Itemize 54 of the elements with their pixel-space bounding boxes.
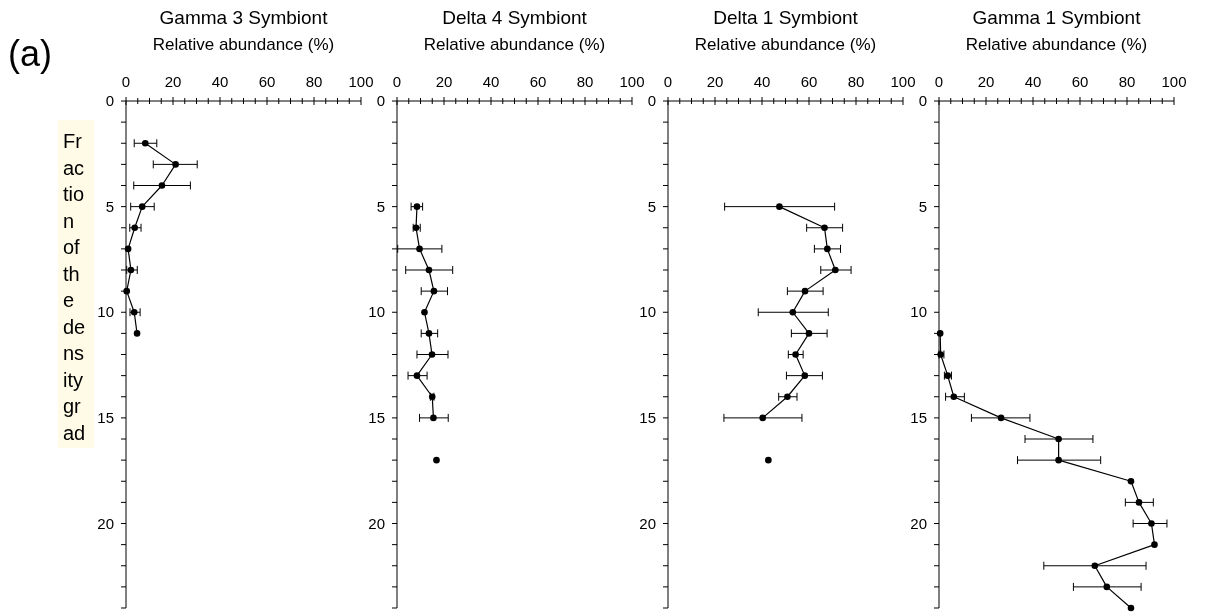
y-tick-label: 20 bbox=[368, 514, 385, 532]
x-tick-label: 80 bbox=[1118, 73, 1136, 90]
y-tick-label: 10 bbox=[368, 303, 385, 321]
x-tick-label: 80 bbox=[847, 73, 865, 90]
y-tick-label: 0 bbox=[376, 92, 385, 109]
x-tick-label: 20 bbox=[977, 73, 995, 90]
x-tick-label: 80 bbox=[576, 73, 594, 90]
y-tick-label: 10 bbox=[910, 303, 927, 321]
x-axis-title: Relative abundance (%) bbox=[152, 35, 335, 54]
x-tick-label: 100 bbox=[890, 73, 916, 90]
chart-title: Gamma 3 Symbiont bbox=[159, 7, 329, 28]
x-tick-label: 20 bbox=[164, 73, 182, 90]
x-tick-label: 80 bbox=[305, 73, 323, 90]
y-tick-label: 15 bbox=[368, 408, 385, 426]
x-tick-label: 0 bbox=[934, 73, 944, 90]
x-tick-label: 40 bbox=[211, 73, 229, 90]
chart-title: Delta 4 Symbiont bbox=[442, 7, 588, 28]
chart-title: Gamma 1 Symbiont bbox=[972, 7, 1142, 28]
y-tick-label: 15 bbox=[910, 408, 927, 426]
x-tick-label: 60 bbox=[800, 73, 818, 90]
y-tick-label: 0 bbox=[918, 92, 927, 109]
y-tick-label: 10 bbox=[639, 303, 656, 321]
y-tick-label: 10 bbox=[97, 303, 114, 321]
x-tick-label: 40 bbox=[753, 73, 771, 90]
y-tick-label: 20 bbox=[910, 514, 927, 532]
y-tick-label: 15 bbox=[639, 408, 656, 426]
x-tick-label: 60 bbox=[258, 73, 276, 90]
x-tick-label: 40 bbox=[1024, 73, 1042, 90]
x-tick-label: 60 bbox=[1071, 73, 1089, 90]
x-axis-title: Relative abundance (%) bbox=[694, 35, 877, 54]
text: Fraction of the density grad bbox=[63, 130, 86, 444]
y-tick-label: 0 bbox=[647, 92, 656, 109]
x-tick-label: 100 bbox=[619, 73, 645, 90]
y-tick-label: 20 bbox=[639, 514, 656, 532]
x-tick-label: 20 bbox=[706, 73, 724, 90]
x-tick-label: 60 bbox=[529, 73, 547, 90]
chart-title: Delta 1 Symbiont bbox=[713, 7, 859, 28]
y-tick-label: 5 bbox=[376, 197, 385, 215]
y-tick-label: 0 bbox=[105, 92, 114, 109]
x-tick-label: 0 bbox=[392, 73, 402, 90]
x-axis-title: Relative abundance (%) bbox=[965, 35, 1148, 54]
x-tick-label: 40 bbox=[482, 73, 500, 90]
y-tick-label: 15 bbox=[97, 408, 114, 426]
y-tick-label: 5 bbox=[105, 197, 114, 215]
x-tick-label: 100 bbox=[1161, 73, 1187, 90]
x-tick-label: 100 bbox=[348, 73, 374, 90]
y-tick-label: 5 bbox=[918, 197, 927, 215]
y-tick-label: 20 bbox=[97, 514, 114, 532]
x-axis-title: Relative abundance (%) bbox=[423, 35, 606, 54]
y-tick-label: 5 bbox=[647, 197, 656, 215]
x-tick-label: 0 bbox=[663, 73, 673, 90]
text: (a) bbox=[8, 33, 52, 74]
x-tick-label: 20 bbox=[435, 73, 453, 90]
x-tick-label: 0 bbox=[121, 73, 131, 90]
